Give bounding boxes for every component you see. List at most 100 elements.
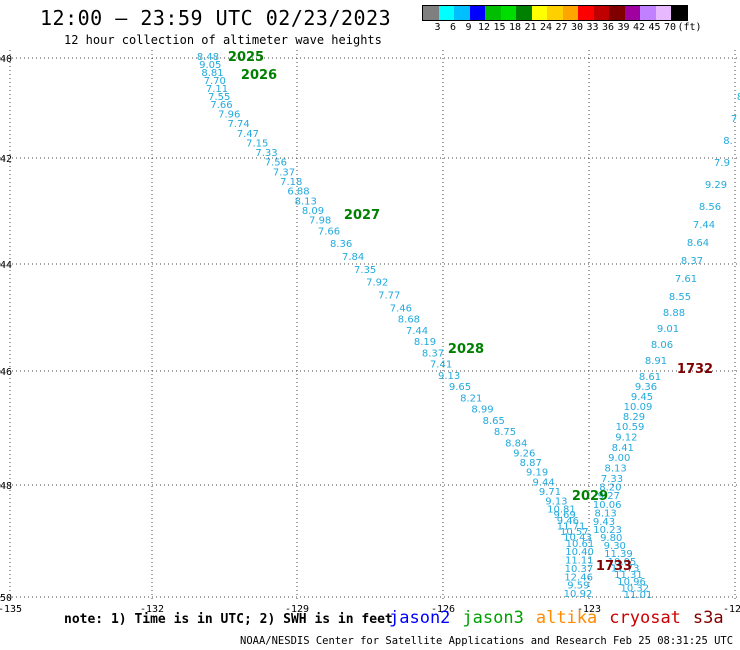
wave-height-label: 7.15 — [246, 138, 268, 149]
wave-height-label: 8.29 — [623, 412, 645, 423]
lon-tick-label: -135 — [0, 604, 22, 615]
wave-height-label: 7.55 — [208, 92, 230, 103]
time-label: 2029 — [572, 489, 608, 504]
legend-swatch — [485, 6, 501, 20]
lat-tick-label: 50 — [0, 593, 12, 604]
wave-height-label: 7.46 — [390, 303, 412, 314]
wave-height-label: 9.29 — [705, 180, 727, 191]
wave-height-label: 7.66 — [318, 226, 340, 237]
wave-height-label: 8.41 — [612, 443, 634, 454]
wave-height-label: 7.61 — [675, 274, 697, 285]
map-grid — [0, 50, 740, 600]
note-text: note: 1) Time is in UTC; 2) SWH is in fe… — [64, 612, 393, 627]
legend-swatch — [423, 6, 439, 20]
legend-swatch — [562, 6, 578, 20]
legend-label: 12 — [477, 22, 491, 33]
wave-height-label: 8.13 — [604, 464, 626, 475]
wave-height-label: 7.84 — [342, 252, 364, 263]
satellite-name-jason2: jason2 — [389, 608, 451, 628]
wave-height-label: 7.44 — [693, 220, 715, 231]
wave-height-label: 8.55 — [669, 292, 691, 303]
time-label: 1732 — [677, 362, 713, 377]
legend-swatches — [422, 5, 688, 21]
wave-height-label: 8.37 — [422, 348, 444, 359]
wave-height-label: 11.39 — [604, 549, 633, 560]
wave-height-label: 9.05 — [199, 60, 221, 71]
lon-tick-label: -129 — [285, 604, 309, 615]
wave-height-label: 8.68 — [398, 315, 420, 326]
wave-height-label: 9.80 — [600, 533, 622, 544]
wave-height-label: 10.57 — [560, 527, 589, 538]
wave-height-label: 7.33 — [255, 148, 277, 159]
wave-height-label: 8. — [723, 136, 733, 147]
wave-height-label: 8.87 — [520, 458, 542, 469]
wave-height-label: 8.56 — [699, 202, 721, 213]
lon-tick-label: -120 — [723, 604, 740, 615]
legend-labels: 3 6 9 12 15 18 21 24 27 30 33 36 39 42 45 70 (ft) — [422, 22, 740, 34]
time-labels: 2025 2026 2027 2028 2029 1732 1733 — [228, 50, 713, 574]
wave-height-label: 9.59 — [567, 581, 589, 592]
wave-height-label: 9.36 — [635, 382, 657, 393]
wave-height-label: 8.81 — [201, 68, 223, 79]
wave-height-label: 8.88 — [663, 308, 685, 319]
wave-height-label: 8.09 — [302, 206, 324, 217]
time-label: 1733 — [596, 559, 632, 574]
legend-label: 70 — [663, 22, 677, 33]
wave-height-label: 10.59 — [616, 422, 645, 433]
legend-label: 18 — [508, 22, 522, 33]
wave-height-label: 7.98 — [309, 216, 331, 227]
wave-height-label: 8.36 — [330, 239, 352, 250]
time-label: 2027 — [344, 208, 380, 223]
satellite-tracks: 8.489.058.817.707.117.557.667.967.747.47… — [197, 52, 740, 601]
wave-height-label: 8.13 — [295, 196, 317, 207]
wave-height-label: 8.37 — [681, 256, 703, 267]
lat-tick-label: 42 — [0, 154, 12, 165]
time-label: 2028 — [448, 342, 484, 357]
wave-height-label: 7 — [731, 114, 737, 125]
legend-swatch — [655, 6, 671, 20]
satellite-name-s3a: s3a — [692, 608, 724, 628]
time-label: 2026 — [241, 68, 277, 83]
legend-label: 33 — [586, 22, 599, 33]
color-legend: 3 6 9 12 15 18 21 24 27 30 33 36 39 42 45 70 (ft) — [422, 5, 702, 33]
wave-height-label: 7.41 — [430, 360, 452, 371]
wave-height-label: 7.9 — [714, 158, 730, 169]
wave-height-label: 11.11 — [565, 556, 594, 567]
legend-label: 39 — [617, 22, 630, 33]
legend-label: 30 — [570, 22, 584, 33]
wave-height-label: 9.43 — [593, 517, 615, 528]
legend-swatch — [578, 6, 594, 20]
axis-labels: -135 -132 -129 -126 -123 -120 40 42 44 46 48 50 — [0, 54, 740, 615]
legend-label: 21 — [524, 22, 537, 33]
wave-height-label: 10.92 — [564, 589, 593, 600]
wave-height-label: 10.43 — [563, 533, 592, 544]
wave-height-label: 8.06 — [651, 340, 673, 351]
wave-height-label: 8.99 — [471, 405, 493, 416]
wave-height-label: 7.33 — [601, 474, 623, 485]
wave-height-label: 9.26 — [513, 448, 535, 459]
map-subtitle: 12 hour collection of altimeter wave hei… — [64, 33, 382, 47]
lon-tick-label: -123 — [577, 604, 601, 615]
wave-height-label: 10.05 — [608, 557, 637, 568]
satellite-name-cryosat: cryosat — [609, 608, 681, 628]
wave-height-label: 8.84 — [505, 438, 527, 449]
wave-height-label: 8.21 — [460, 393, 482, 404]
wave-height-label: 10.06 — [593, 500, 622, 511]
wave-height-label: 10.32 — [620, 583, 649, 594]
legend-label: 3 — [434, 22, 441, 33]
wave-height-label: 10.40 — [565, 547, 594, 558]
wave-height-label: 9.12 — [615, 432, 637, 443]
wave-height-label: 10.96 — [617, 577, 646, 588]
wave-height-label: 8 — [737, 92, 740, 103]
wave-height-label: 8.61 — [639, 372, 661, 383]
wave-height-label: 7.77 — [378, 291, 400, 302]
wave-height-label: 6.88 — [287, 187, 309, 198]
legend-swatch — [547, 6, 563, 20]
legend-swatch — [531, 6, 547, 20]
wave-height-label: 8.48 — [197, 52, 219, 63]
wave-height-label: 9.01 — [657, 324, 679, 335]
wave-height-label: 7.56 — [265, 158, 287, 169]
wave-height-label: 7.18 — [280, 177, 302, 188]
wave-height-label: 7.11 — [206, 84, 228, 95]
